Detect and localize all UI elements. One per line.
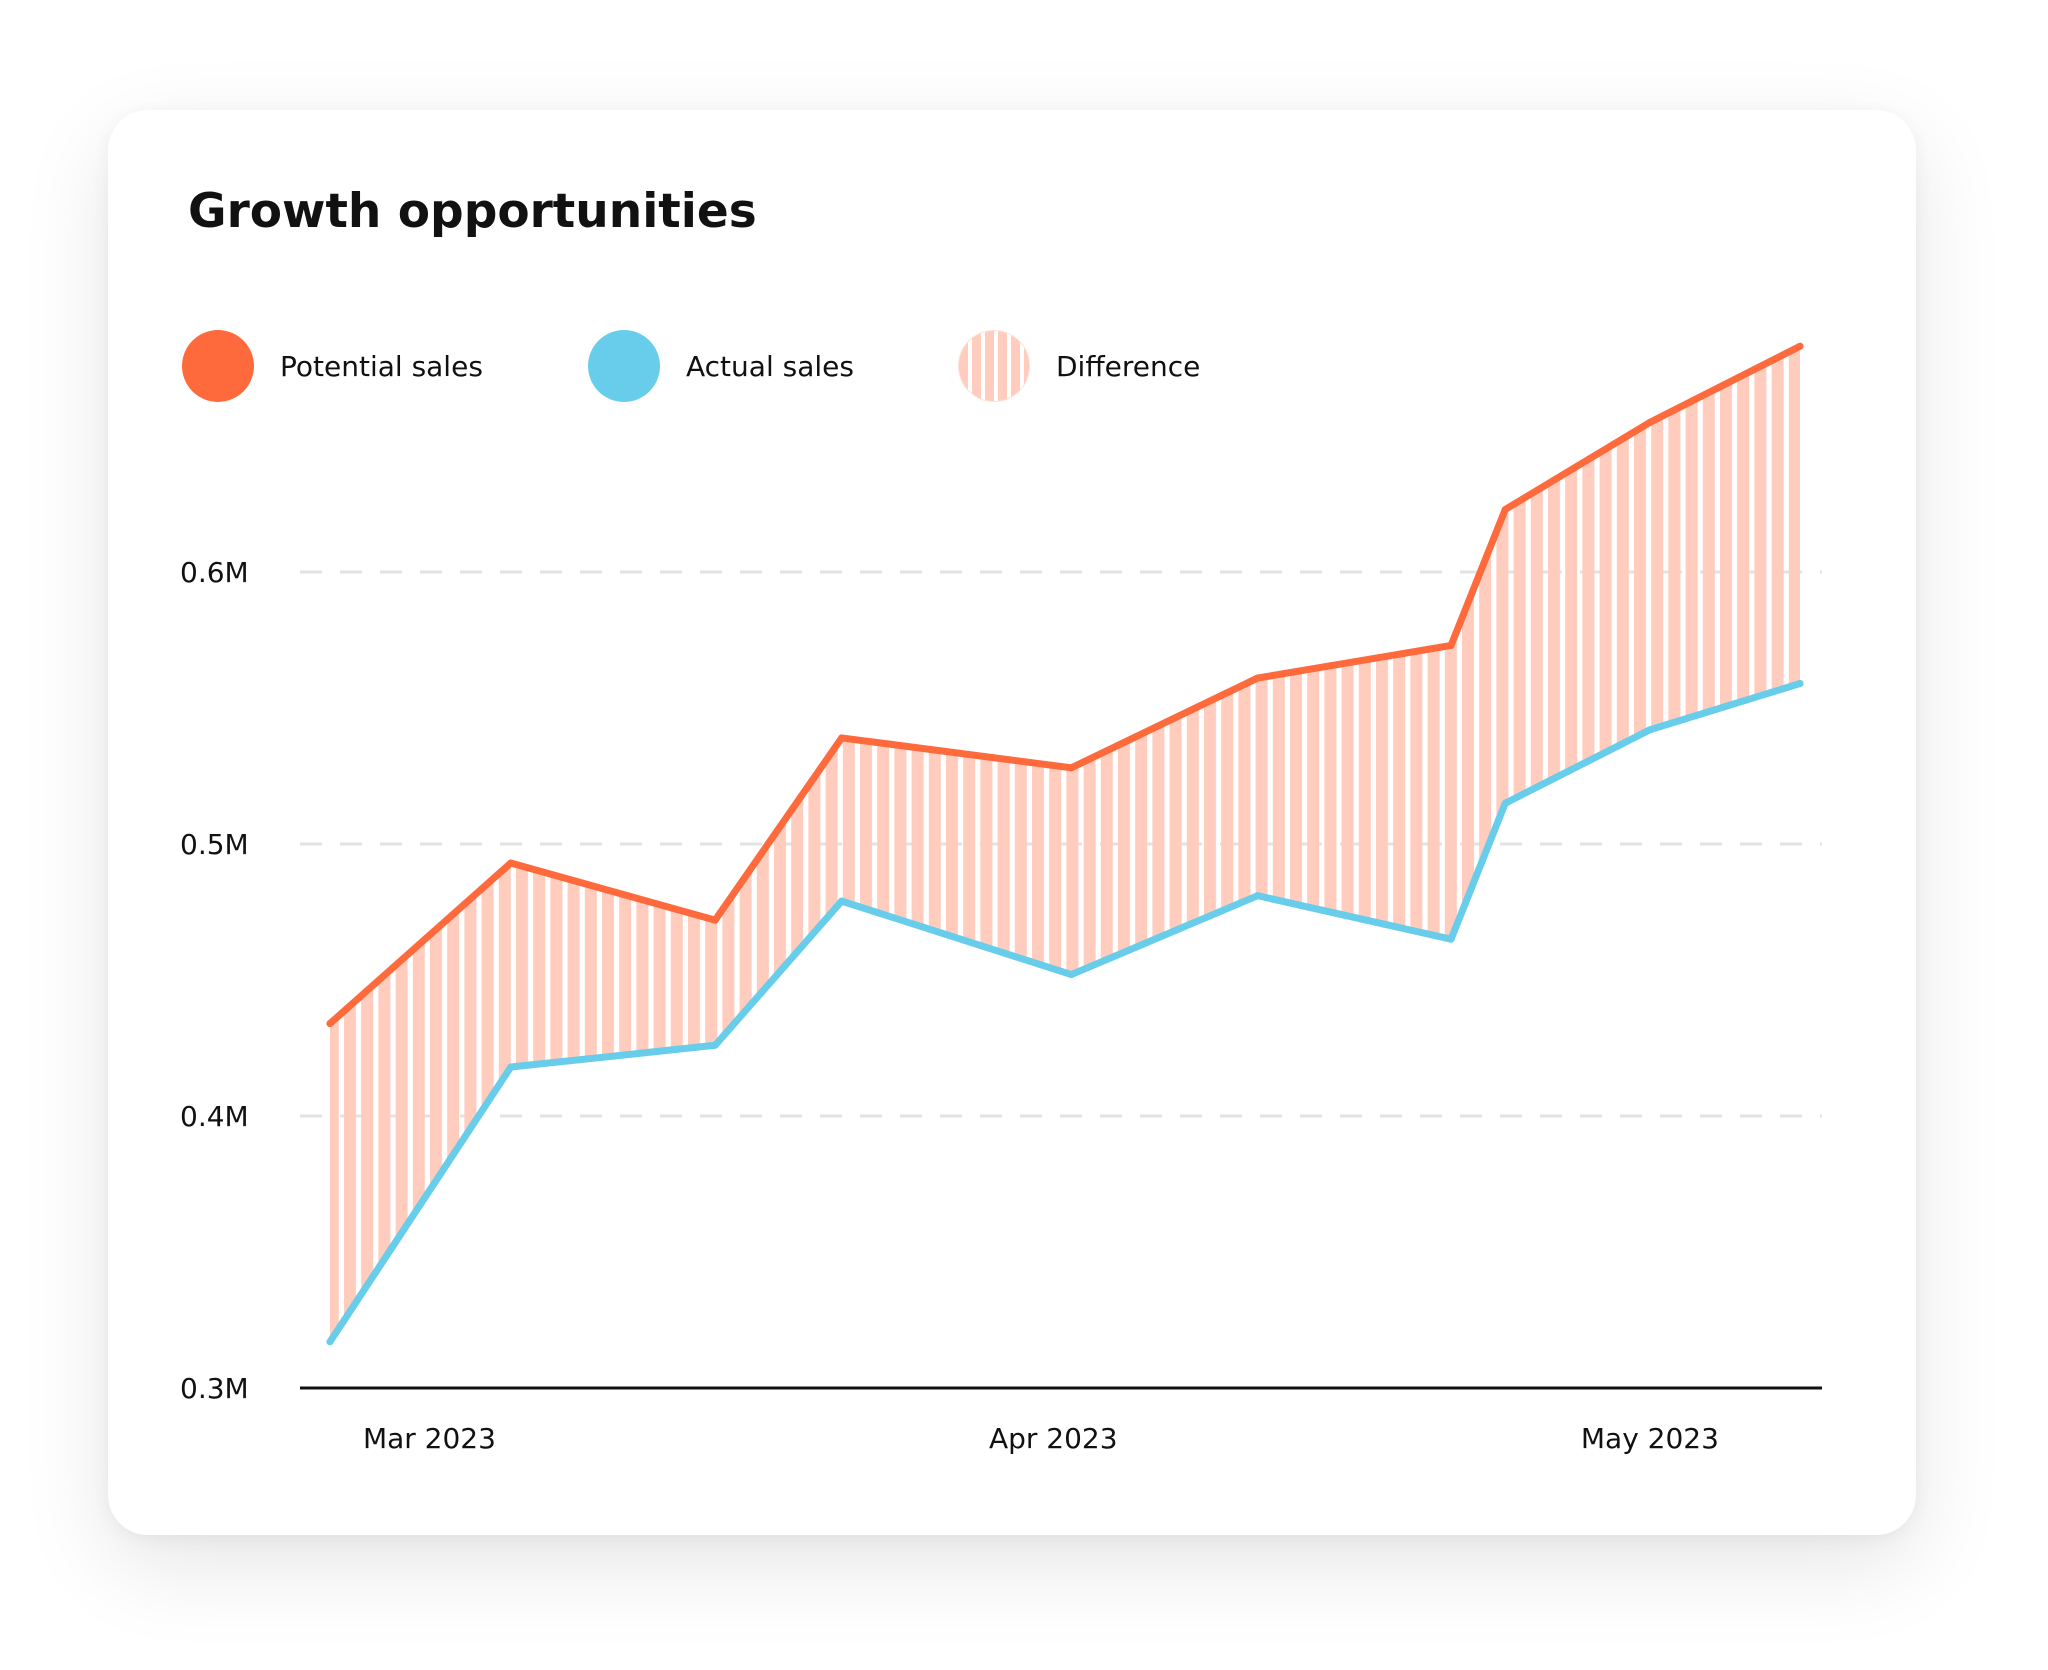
data-point-actual-sales: [838, 897, 846, 905]
data-point-actual-sales: [326, 1338, 334, 1346]
series-lines-layer: [326, 342, 1804, 1346]
series-line-actual-sales: [326, 680, 1804, 1346]
data-point-actual-sales: [1447, 935, 1455, 943]
data-point-potential-sales: [838, 734, 846, 742]
x-tick-label: May 2023: [1581, 1422, 1719, 1455]
potential-sales-dot-icon: [182, 330, 254, 402]
series-line-potential-sales: [326, 342, 1804, 1028]
data-point-potential-sales: [1447, 641, 1455, 649]
y-tick-label: 0.4M: [180, 1100, 249, 1133]
difference-area: [330, 346, 1800, 1342]
actual-sales-dot-icon: [588, 330, 660, 402]
data-point-actual-sales: [1067, 971, 1075, 979]
data-point-potential-sales: [1254, 674, 1262, 682]
data-point-actual-sales: [1646, 726, 1654, 734]
data-point-actual-sales: [1796, 680, 1804, 688]
tick-labels-layer: 0.3M 0.4M 0.5M 0.6M Mar 2023 Apr 2023 May 2023: [180, 556, 1719, 1455]
data-point-potential-sales: [1796, 342, 1804, 350]
difference-striped-dot-icon: [958, 330, 1030, 402]
chart-title: Growth opportunities: [188, 184, 757, 239]
difference-area-layer: [330, 346, 1800, 1342]
data-point-actual-sales: [1254, 892, 1262, 900]
legend-item-potential-sales[interactable]: Potential sales: [182, 330, 483, 402]
data-point-potential-sales: [1501, 505, 1509, 513]
chart-card: Growth opportunities Potential sales Act…: [108, 110, 1916, 1535]
data-point-potential-sales: [1646, 418, 1654, 426]
data-point-actual-sales: [711, 1041, 719, 1049]
data-point-potential-sales: [507, 859, 515, 867]
y-tick-label: 0.3M: [180, 1372, 249, 1405]
data-point-potential-sales: [1067, 764, 1075, 772]
x-tick-label: Mar 2023: [363, 1422, 496, 1455]
y-tick-label: 0.5M: [180, 828, 249, 861]
data-point-actual-sales: [1501, 799, 1509, 807]
data-point-potential-sales: [711, 916, 719, 924]
y-tick-label: 0.6M: [180, 556, 249, 589]
x-tick-label: Apr 2023: [989, 1422, 1118, 1455]
legend-label-actual-sales: Actual sales: [686, 349, 854, 383]
legend-label-potential-sales: Potential sales: [280, 349, 483, 383]
legend-label-difference: Difference: [1056, 349, 1201, 383]
data-point-actual-sales: [507, 1063, 515, 1071]
legend-item-actual-sales[interactable]: Actual sales: [588, 330, 854, 402]
legend-item-difference[interactable]: Difference: [958, 330, 1200, 402]
data-point-potential-sales: [326, 1020, 334, 1028]
